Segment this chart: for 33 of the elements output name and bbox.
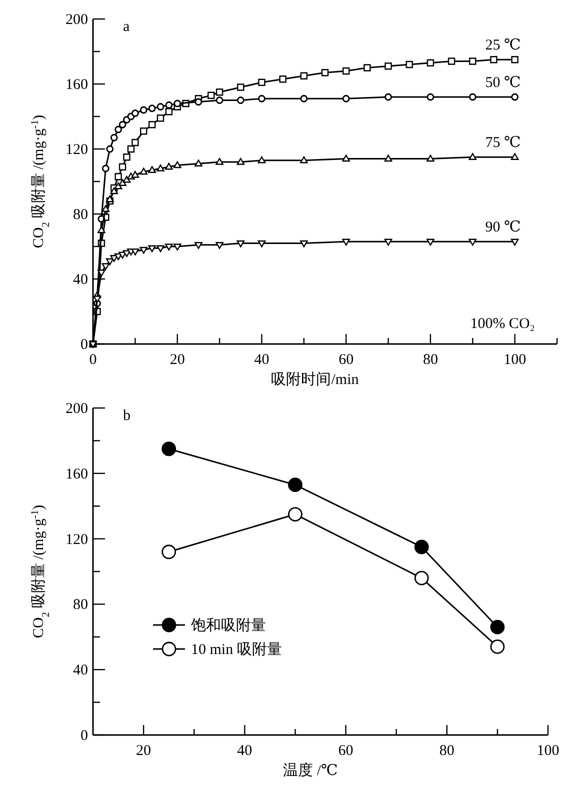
y-tick-label: 80 — [73, 207, 88, 223]
x-tick-label: 40 — [237, 743, 252, 759]
y-tick-label: 160 — [66, 466, 88, 482]
annotation: b — [123, 408, 130, 424]
y-tick-label: 200 — [66, 12, 88, 28]
x-tick-label: 40 — [254, 352, 270, 368]
x-tick-label: 20 — [136, 743, 152, 759]
x-tick-label: 100 — [504, 352, 526, 368]
y-tick-label: 120 — [66, 532, 88, 548]
y-tick-label: 160 — [66, 77, 88, 93]
y-tick-label: 40 — [73, 662, 88, 679]
legend-label: 10 min 吸附量 — [191, 641, 282, 658]
x-tick-label: 60 — [338, 743, 354, 759]
y-tick-label: 0 — [80, 337, 88, 353]
legend-label: 饱和吸附量 — [190, 617, 266, 634]
y-tick-label: 0 — [80, 728, 88, 744]
series-label: 75 ℃ — [485, 135, 521, 152]
x-tick-label: 100 — [536, 743, 560, 759]
y-tick-label: 80 — [73, 597, 88, 614]
x-tick-label: 80 — [422, 352, 438, 368]
annotation: a — [123, 19, 130, 35]
x-tick-label: 60 — [338, 352, 354, 368]
y-tick-label: 200 — [66, 401, 88, 417]
y-tick-label: 120 — [66, 142, 88, 158]
x-tick-label: 20 — [170, 352, 185, 368]
x-axis-title: 吸附时间/min — [271, 371, 360, 388]
annotation: 100% CO₂ — [470, 316, 535, 332]
series-label: 50 ℃ — [485, 75, 521, 91]
x-axis-title: 温度 /℃ — [283, 762, 338, 779]
y-tick-label: 40 — [73, 272, 88, 288]
series-label: 90 ℃ — [485, 220, 521, 236]
x-tick-label: 80 — [439, 743, 454, 759]
series-label: 25 ℃ — [485, 38, 521, 54]
